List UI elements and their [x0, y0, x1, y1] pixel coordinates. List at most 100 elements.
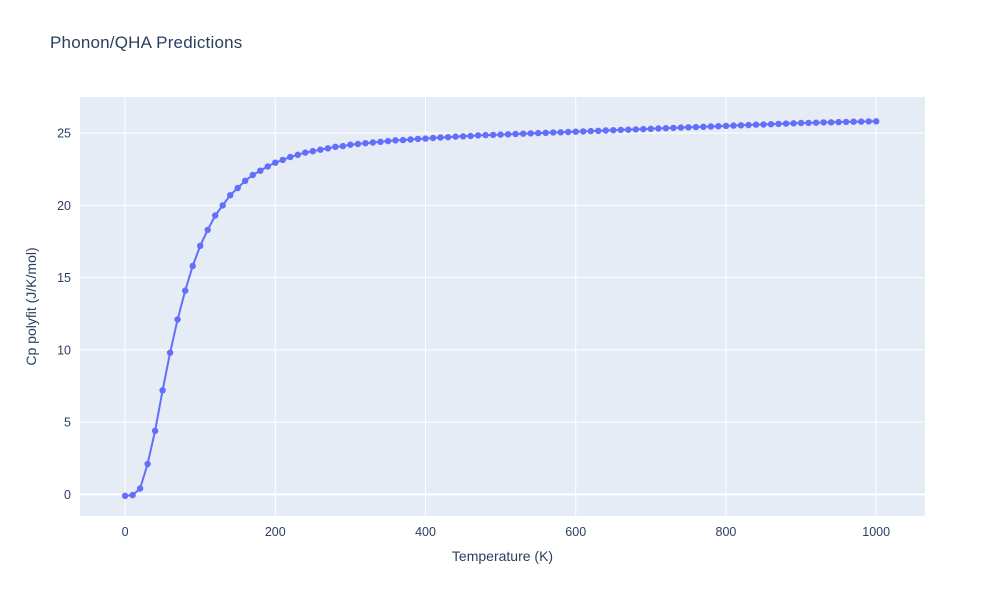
data-point-marker — [474, 132, 482, 139]
x-tick-label: 600 — [565, 525, 586, 539]
data-point-marker — [707, 123, 715, 130]
data-point-marker — [189, 262, 196, 270]
x-tick-label: 800 — [716, 525, 737, 539]
data-point-marker — [730, 122, 737, 129]
data-point-marker — [302, 149, 309, 156]
data-point-marker — [257, 167, 264, 174]
data-point-marker — [677, 124, 685, 131]
data-point-marker — [835, 118, 842, 126]
data-point-marker — [234, 184, 241, 192]
data-point-marker — [820, 119, 827, 126]
data-point-marker — [760, 121, 767, 128]
data-point-marker — [182, 287, 189, 294]
x-tick-label: 1000 — [862, 525, 890, 539]
data-point-marker — [535, 129, 542, 137]
data-point-marker — [497, 131, 504, 138]
data-point-marker — [512, 130, 519, 138]
data-point-marker — [287, 153, 294, 161]
data-point-marker — [767, 121, 775, 128]
data-point-marker — [504, 131, 512, 138]
data-point-marker — [715, 123, 722, 130]
x-tick-label: 0 — [122, 525, 129, 539]
data-point-marker — [700, 123, 707, 130]
data-point-marker — [129, 491, 136, 499]
data-point-marker — [324, 145, 332, 152]
data-point-marker — [219, 202, 226, 209]
data-point-marker — [467, 132, 474, 140]
data-point-marker — [309, 148, 316, 155]
data-point-marker — [640, 125, 647, 133]
y-tick-label: 5 — [64, 416, 71, 430]
data-point-marker — [850, 118, 857, 125]
data-point-marker — [805, 119, 812, 127]
data-point-marker — [610, 127, 617, 134]
data-point-marker — [159, 387, 166, 394]
data-point-marker — [745, 121, 752, 129]
data-point-marker — [377, 138, 384, 145]
data-point-marker — [655, 125, 662, 132]
data-point-marker — [362, 140, 369, 147]
data-point-marker — [542, 129, 549, 136]
data-point-marker — [174, 316, 181, 323]
y-axis-title: Cp polyfit (J/K/mol) — [23, 247, 39, 365]
data-point-marker — [407, 136, 414, 143]
data-point-marker — [617, 126, 624, 134]
data-point-marker — [625, 126, 632, 133]
data-point-marker — [249, 171, 256, 179]
data-point-marker — [527, 130, 534, 137]
data-point-marker — [272, 159, 279, 166]
data-point-marker — [520, 130, 527, 137]
data-point-marker — [489, 131, 497, 139]
data-point-marker — [632, 126, 639, 133]
data-point-marker — [565, 128, 572, 136]
data-point-marker — [685, 124, 692, 131]
y-tick-label: 10 — [57, 343, 71, 357]
data-point-marker — [227, 192, 234, 199]
data-point-marker — [452, 133, 459, 140]
data-point-marker — [827, 119, 835, 126]
data-point-marker — [865, 118, 872, 125]
data-point-marker — [279, 156, 286, 164]
data-point-marker — [782, 120, 790, 127]
data-point-marker — [670, 124, 677, 132]
data-point-marker — [437, 134, 444, 141]
y-tick-label: 25 — [57, 127, 71, 141]
data-point-marker — [354, 140, 362, 148]
data-point-marker — [422, 135, 429, 142]
data-point-marker — [166, 349, 174, 356]
data-point-marker — [557, 129, 564, 136]
x-tick-label: 400 — [415, 525, 436, 539]
data-point-marker — [242, 177, 249, 184]
data-point-marker — [317, 146, 324, 153]
data-point-marker — [662, 125, 670, 132]
chart-title: Phonon/QHA Predictions — [50, 33, 243, 52]
data-point-marker — [580, 128, 587, 135]
y-tick-label: 0 — [64, 488, 71, 502]
data-point-marker — [459, 133, 467, 140]
data-point-marker — [482, 131, 489, 139]
data-point-marker — [444, 134, 452, 141]
data-point-marker — [775, 120, 782, 128]
data-point-marker — [737, 122, 745, 129]
data-point-marker — [842, 118, 850, 126]
data-point-marker — [197, 242, 204, 249]
data-point-marker — [121, 492, 129, 499]
data-point-marker — [587, 127, 594, 135]
data-point-marker — [858, 118, 865, 125]
data-point-marker — [812, 119, 820, 126]
data-point-marker — [212, 212, 219, 219]
y-tick-label: 20 — [57, 199, 71, 213]
x-axis-title: Temperature (K) — [452, 548, 553, 564]
data-point-marker — [294, 151, 301, 158]
data-point-marker — [647, 125, 654, 132]
data-point-marker — [752, 121, 760, 128]
data-point-marker — [414, 135, 422, 143]
data-point-marker — [204, 226, 211, 234]
data-point-marker — [332, 143, 339, 150]
data-point-marker — [392, 137, 399, 144]
data-point-marker — [384, 137, 392, 145]
data-point-marker — [429, 134, 437, 142]
data-point-marker — [264, 163, 271, 170]
